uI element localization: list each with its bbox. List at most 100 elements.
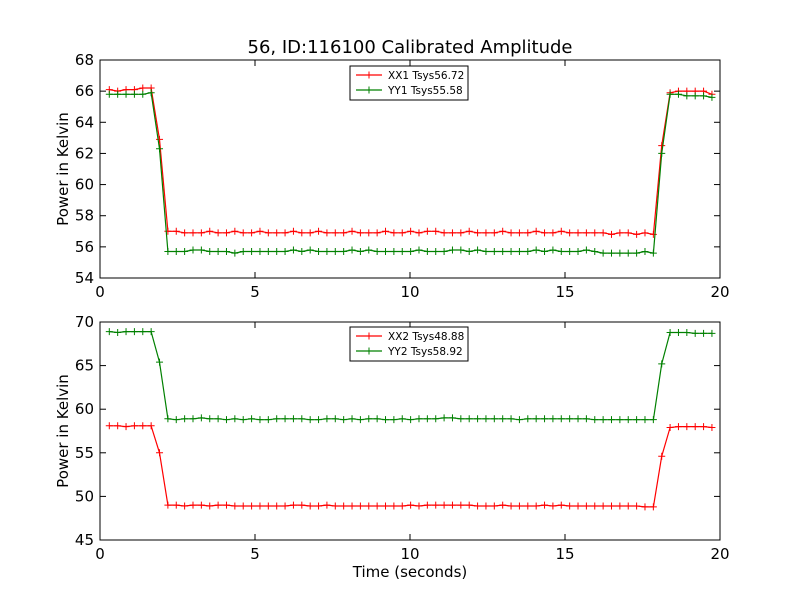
data-point-marker xyxy=(181,415,189,423)
data-point-marker xyxy=(323,415,331,423)
data-point-marker xyxy=(206,415,214,423)
data-point-marker xyxy=(574,248,582,256)
data-point-marker xyxy=(206,502,214,510)
data-point-marker xyxy=(490,415,498,423)
data-point-marker xyxy=(222,229,230,237)
data-point-marker xyxy=(264,248,272,256)
data-point-marker xyxy=(683,92,691,100)
data-point-marker xyxy=(281,248,289,256)
data-point-marker xyxy=(691,329,699,337)
x-tick-label: 10 xyxy=(400,545,419,563)
data-point-marker xyxy=(306,416,314,424)
data-point-marker xyxy=(298,248,306,256)
data-point-marker xyxy=(273,248,281,256)
data-point-marker xyxy=(382,227,390,235)
data-point-marker xyxy=(490,229,498,237)
data-point-marker xyxy=(666,90,674,98)
data-point-marker xyxy=(541,415,549,423)
y-axis-label: Power in Kelvin xyxy=(54,112,72,226)
data-point-marker xyxy=(507,502,515,510)
x-tick-label: 5 xyxy=(250,545,260,563)
y-tick-label: 45 xyxy=(75,531,94,549)
data-point-marker xyxy=(474,246,482,254)
data-point-marker xyxy=(465,501,473,509)
y-tick-label: 64 xyxy=(75,113,94,131)
legend-label: YY1 Tsys55.58 xyxy=(387,85,463,97)
data-point-marker xyxy=(440,248,448,256)
data-point-marker xyxy=(114,90,122,98)
y-tick-label: 65 xyxy=(75,357,94,375)
data-point-marker xyxy=(499,248,507,256)
data-point-marker xyxy=(398,248,406,256)
data-point-marker xyxy=(599,502,607,510)
legend-box xyxy=(349,326,469,362)
data-point-marker xyxy=(423,501,431,509)
data-point-marker xyxy=(591,229,599,237)
x-tick-label: 0 xyxy=(95,283,105,301)
data-point-marker xyxy=(541,229,549,237)
data-point-marker xyxy=(633,230,641,238)
data-point-marker xyxy=(365,415,373,423)
data-point-marker xyxy=(474,415,482,423)
data-point-marker xyxy=(591,248,599,256)
x-tick-label: 20 xyxy=(710,283,729,301)
data-point-marker xyxy=(591,502,599,510)
x-axis-label: Time (seconds) xyxy=(352,563,468,581)
data-point-marker xyxy=(197,246,205,254)
data-point-marker xyxy=(641,416,649,424)
x-tick-label: 5 xyxy=(250,283,260,301)
data-point-marker xyxy=(474,502,482,510)
data-point-marker xyxy=(197,414,205,422)
data-point-marker xyxy=(289,415,297,423)
legend-swatch-marker xyxy=(365,71,373,79)
bottom-panel: 0 5 10 15 20 45 50 55 60 65 70 Power in Kelvin Time … xyxy=(54,313,730,581)
data-point-marker xyxy=(691,92,699,100)
data-point-marker xyxy=(515,416,523,424)
data-point-marker xyxy=(398,415,406,423)
data-point-marker xyxy=(281,229,289,237)
legend-swatch-marker xyxy=(365,332,373,340)
data-point-marker xyxy=(423,248,431,256)
data-point-marker xyxy=(465,248,473,256)
data-point-marker xyxy=(306,246,314,254)
data-point-marker xyxy=(423,227,431,235)
data-point-marker xyxy=(231,249,239,257)
legend: XX2 Tsys48.88 YY2 Tsys58.92 xyxy=(349,326,469,362)
data-point-marker xyxy=(390,248,398,256)
data-point-marker xyxy=(616,416,624,424)
data-point-marker xyxy=(256,227,264,235)
data-point-marker xyxy=(306,229,314,237)
data-point-marker xyxy=(448,414,456,422)
data-point-marker xyxy=(197,229,205,237)
data-point-marker xyxy=(373,248,381,256)
data-point-marker xyxy=(499,227,507,235)
data-point-marker xyxy=(348,246,356,254)
data-point-marker xyxy=(189,415,197,423)
data-point-marker xyxy=(566,502,574,510)
data-point-marker xyxy=(214,415,222,423)
data-point-marker xyxy=(331,502,339,510)
data-point-marker xyxy=(440,229,448,237)
data-point-marker xyxy=(658,142,666,150)
data-point-marker xyxy=(407,416,415,424)
y-tick-label: 56 xyxy=(75,238,94,256)
data-point-marker xyxy=(315,227,323,235)
data-point-marker xyxy=(248,248,256,256)
data-point-marker xyxy=(524,248,532,256)
data-point-marker xyxy=(398,502,406,510)
data-point-marker xyxy=(130,328,138,336)
data-point-marker xyxy=(348,227,356,235)
data-point-marker xyxy=(331,248,339,256)
data-point-marker xyxy=(482,229,490,237)
data-point-marker xyxy=(608,416,615,424)
data-point-marker xyxy=(674,328,682,336)
data-point-marker xyxy=(122,328,130,336)
data-point-marker xyxy=(524,415,532,423)
data-point-marker xyxy=(482,248,490,256)
data-point-marker xyxy=(289,501,297,509)
data-point-marker xyxy=(457,415,465,423)
data-point-marker xyxy=(315,416,323,424)
data-point-marker xyxy=(181,229,189,237)
data-point-marker xyxy=(708,424,716,432)
data-point-marker xyxy=(440,414,448,422)
